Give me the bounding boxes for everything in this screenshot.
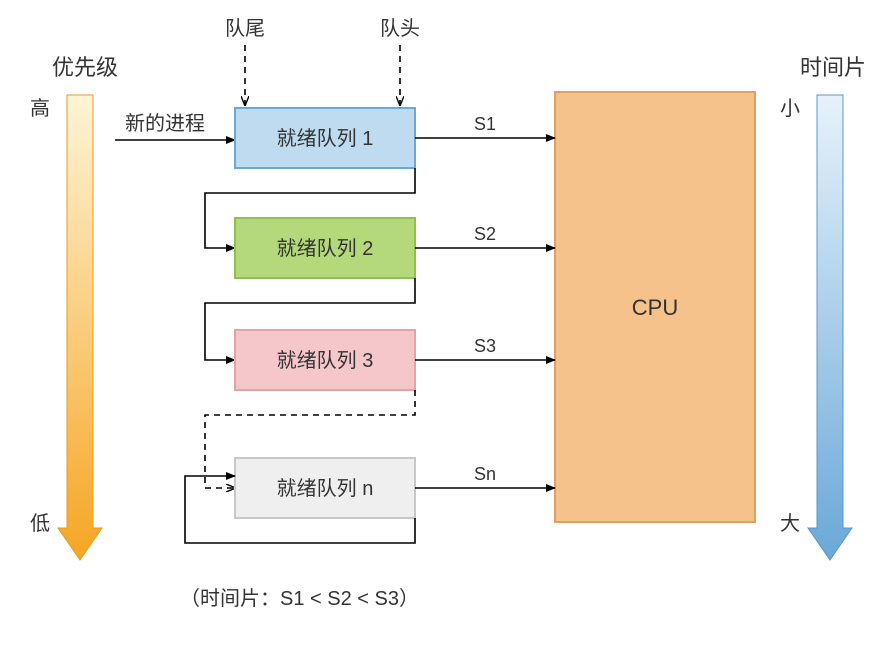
new-process-label: 新的进程 [125,112,205,135]
timeslice-title: 时间片 [800,55,866,80]
footnote: （时间片：S1 < S2 < S3） [180,587,419,610]
priority-low-label: 低 [30,512,50,535]
queue-1-label: 就绪队列 1 [277,127,374,150]
timeslice-large-label: 大 [780,512,800,535]
queue-1-s-label: S1 [474,114,496,134]
queue-2-label: 就绪队列 2 [277,237,374,260]
queue-4-label: 就绪队列 n [277,477,374,500]
tail-label: 队尾 [225,17,265,40]
queue-3-label: 就绪队列 3 [277,349,374,372]
queue-4-s-label: Sn [474,464,496,484]
timeslice-arrow [808,95,852,560]
priority-title: 优先级 [52,55,118,80]
cpu-label: CPU [632,295,678,320]
queue-2-s-label: S2 [474,224,496,244]
queue-3-s-label: S3 [474,336,496,356]
priority-arrow [58,95,102,560]
priority-high-label: 高 [30,97,50,120]
head-label: 队头 [380,17,420,40]
timeslice-small-label: 小 [780,97,800,120]
